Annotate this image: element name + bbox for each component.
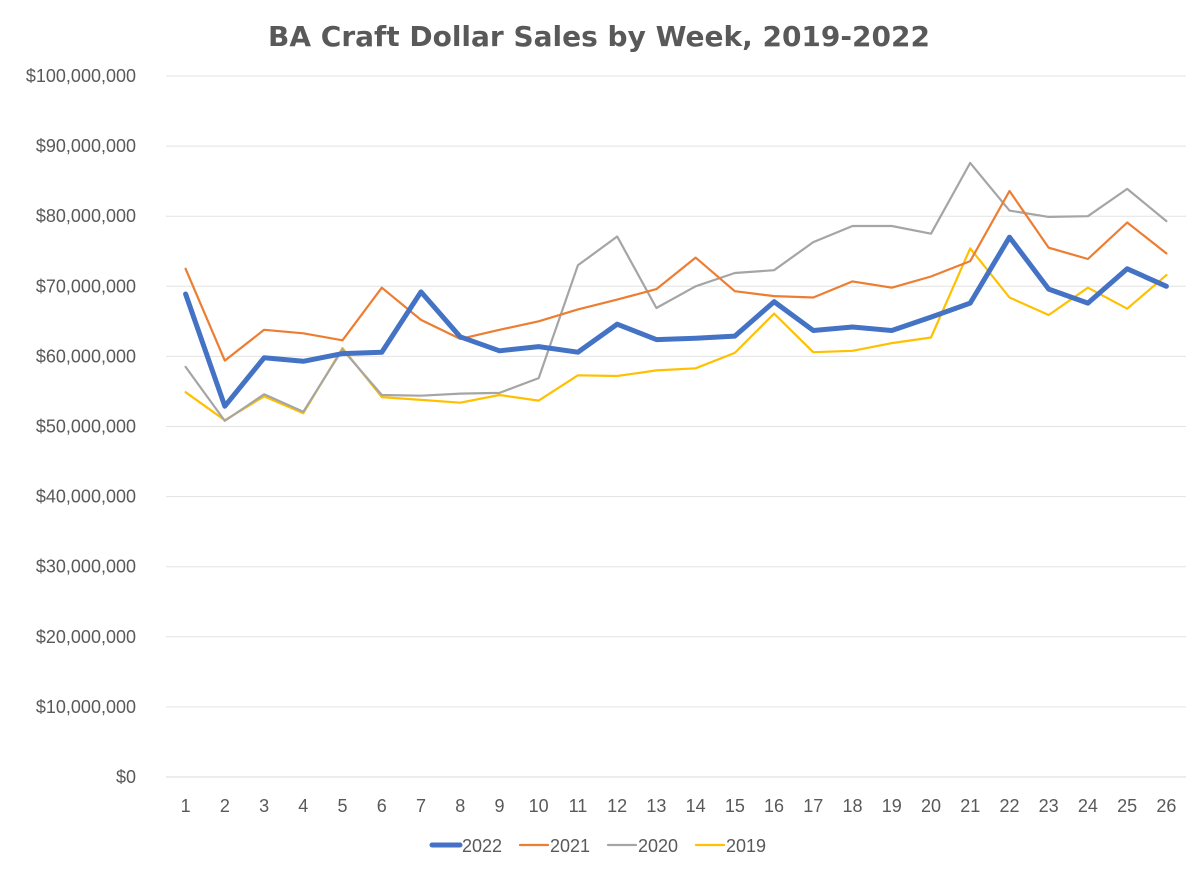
series-line-2021: [184, 189, 1168, 362]
y-axis-tick-labels: $0 $10,000,000 $20,000,000 $30,000,000 $40,0…: [26, 66, 136, 787]
x-tick-label: 20: [921, 796, 941, 816]
x-tick-label: 4: [298, 796, 308, 816]
series-line-2020: [184, 161, 1168, 422]
y-tick-label: $30,000,000: [36, 557, 136, 577]
x-tick-label: 16: [764, 796, 784, 816]
legend-label-2020: 2020: [638, 836, 678, 856]
x-tick-label: 2: [220, 796, 230, 816]
x-tick-label: 23: [1039, 796, 1059, 816]
x-tick-label: 5: [338, 796, 348, 816]
x-tick-label: 12: [607, 796, 627, 816]
x-tick-label: 13: [646, 796, 666, 816]
x-tick-label: 19: [882, 796, 902, 816]
x-tick-label: 14: [686, 796, 706, 816]
x-tick-label: 25: [1117, 796, 1137, 816]
x-tick-label: 11: [569, 796, 588, 816]
x-axis-tick-labels: 1 2 3 4 5 6 7 8 9 10 11 12 13 14 15 16 17 18 19 20 21 22 23 24 2…: [181, 796, 1177, 816]
y-tick-label: $0: [116, 767, 136, 787]
x-tick-label: 17: [803, 796, 823, 816]
x-tick-label: 1: [181, 796, 191, 816]
x-tick-label: 10: [529, 796, 549, 816]
x-tick-label: 18: [843, 796, 863, 816]
x-tick-label: 9: [494, 796, 504, 816]
x-tick-label: 6: [377, 796, 387, 816]
y-tick-label: $80,000,000: [36, 206, 136, 226]
series-line-2022: [183, 234, 1169, 409]
y-tick-label: $90,000,000: [36, 136, 136, 156]
x-tick-label: 7: [416, 796, 426, 816]
x-tick-label: 3: [259, 796, 269, 816]
y-tick-label: $10,000,000: [36, 697, 136, 717]
x-tick-label: 8: [455, 796, 465, 816]
y-tick-label: $60,000,000: [36, 346, 136, 366]
legend-label-2021: 2021: [550, 836, 590, 856]
y-tick-label: $40,000,000: [36, 487, 136, 507]
chart-title: BA Craft Dollar Sales by Week, 2019-2022: [268, 20, 930, 53]
x-tick-label: 22: [999, 796, 1019, 816]
legend-label-2019: 2019: [726, 836, 766, 856]
y-tick-label: $50,000,000: [36, 417, 136, 437]
y-tick-label: $70,000,000: [36, 276, 136, 296]
gridlines: [166, 75, 1186, 778]
x-tick-label: 26: [1156, 796, 1176, 816]
y-tick-label: $20,000,000: [36, 627, 136, 647]
x-tick-label: 15: [725, 796, 745, 816]
x-tick-label: 24: [1078, 796, 1098, 816]
x-tick-label: 21: [960, 796, 980, 816]
legend-label-2022: 2022: [462, 836, 502, 856]
y-tick-label: $100,000,000: [26, 66, 136, 86]
legend: 2022 2021 2020 2019: [429, 836, 766, 856]
series-lines: [183, 161, 1169, 422]
